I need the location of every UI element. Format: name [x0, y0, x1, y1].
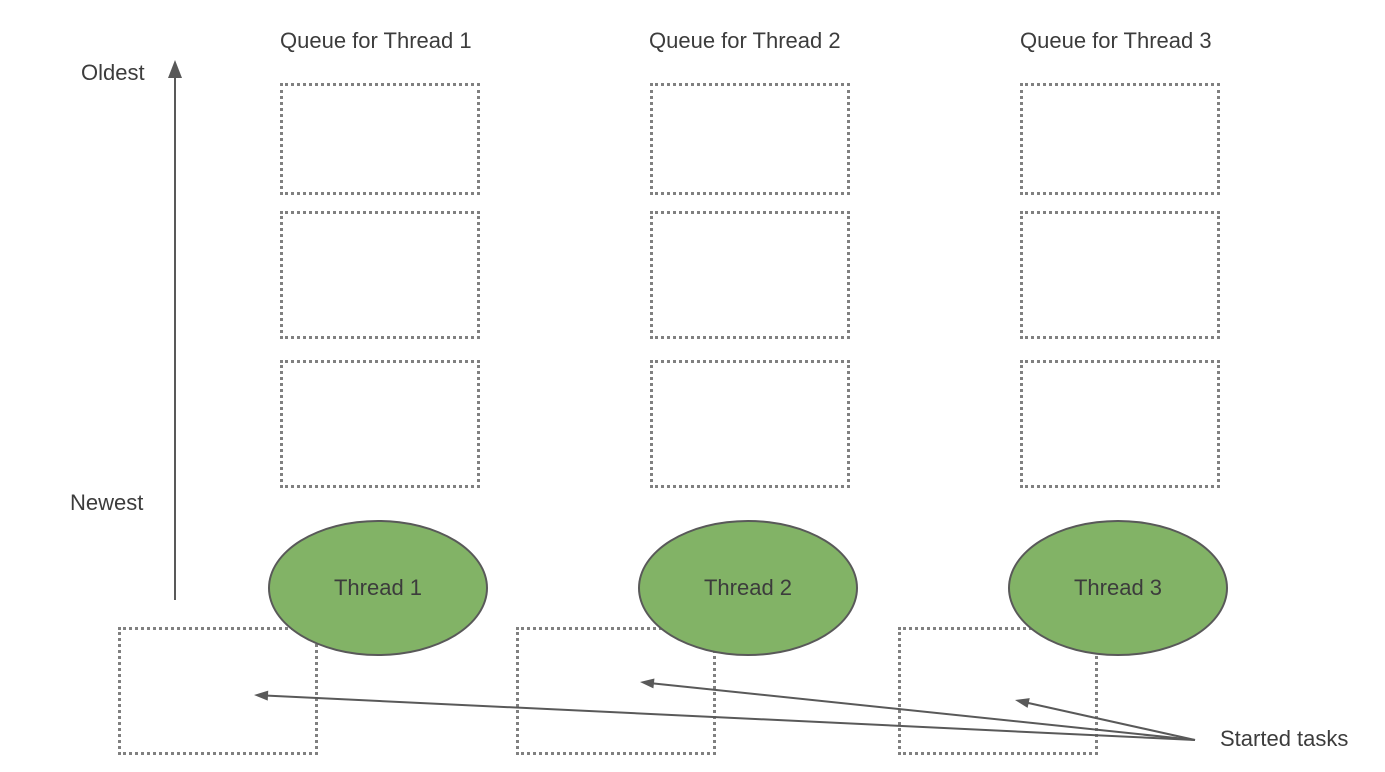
age-arrow: [168, 60, 182, 600]
thread-label: Thread 1: [334, 575, 422, 601]
queue-box: [280, 360, 480, 488]
queue1-label: Queue for Thread 1: [280, 28, 472, 54]
queue-box: [1020, 211, 1220, 339]
started-tasks-label: Started tasks: [1220, 726, 1348, 752]
thread-label: Thread 2: [704, 575, 792, 601]
queue-box: [1020, 83, 1220, 195]
queue-box: [1020, 360, 1220, 488]
thread-ellipse: Thread 1: [268, 520, 488, 656]
thread-ellipse: Thread 3: [1008, 520, 1228, 656]
thread-label: Thread 3: [1074, 575, 1162, 601]
thread-ellipse: Thread 2: [638, 520, 858, 656]
queue3-label: Queue for Thread 3: [1020, 28, 1212, 54]
queue2-label: Queue for Thread 2: [649, 28, 841, 54]
oldest-label: Oldest: [81, 60, 145, 86]
queue-box: [650, 211, 850, 339]
queue-box: [280, 83, 480, 195]
queue-box: [650, 83, 850, 195]
task-box: [118, 627, 318, 755]
newest-label: Newest: [70, 490, 143, 516]
queue-box: [650, 360, 850, 488]
queue-box: [280, 211, 480, 339]
task-box: [516, 627, 716, 755]
